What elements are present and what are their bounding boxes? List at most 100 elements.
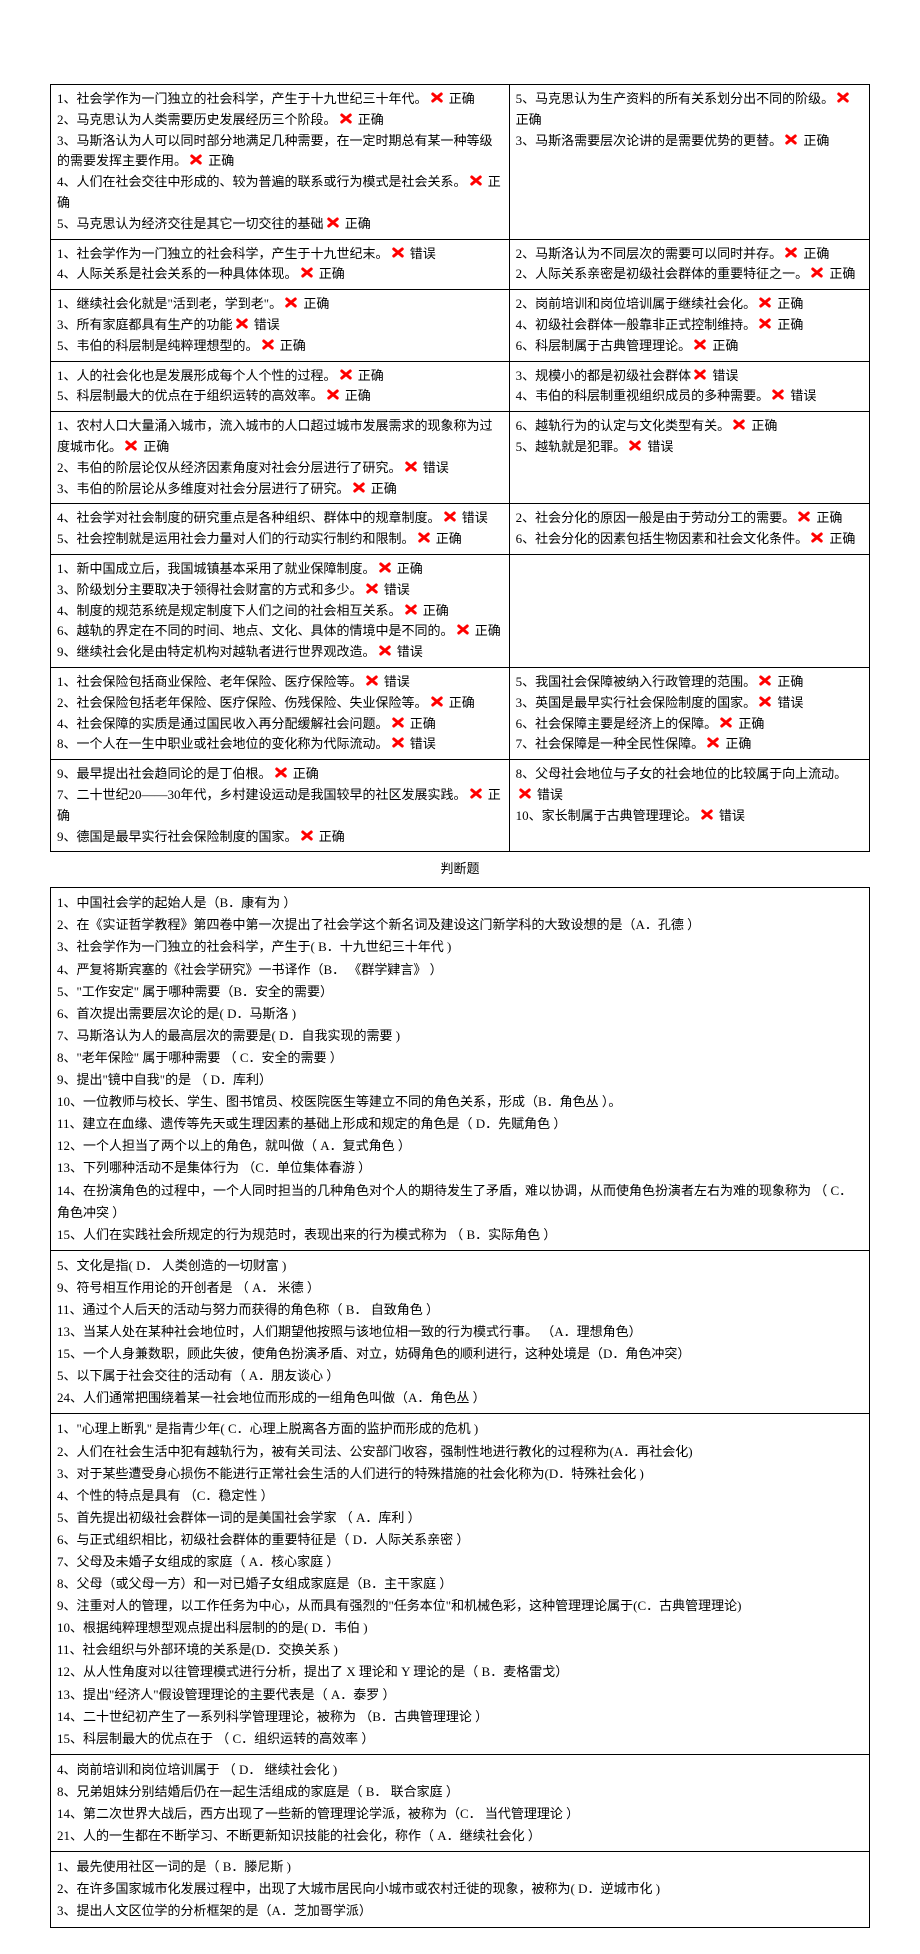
mark-x-icon <box>836 91 850 105</box>
mark-x-icon <box>274 766 288 780</box>
answer-text: 正确 <box>800 133 829 148</box>
mark-x-icon <box>469 174 483 188</box>
mark-x-icon <box>456 623 470 637</box>
judgement-line: 4、人们在社会交往中形成的、较为普遍的联系或行为模式是社会关系。 正确 <box>57 172 503 214</box>
answer-text: 正确 <box>800 246 829 261</box>
choice-line: 8、父母（或父母一方）和一对已婚子女组成家庭是（B．主干家庭 ） <box>57 1573 863 1595</box>
mark-x-icon <box>300 266 314 280</box>
judgement-line: 3、马斯洛需要层次论讲的是需要优势的更替。 正确 <box>516 131 863 152</box>
choice-line: 15、人们在实践社会所规定的行为规范时，表现出来的行为模式称为 （ B．实际角色… <box>57 1224 863 1246</box>
mark-x-icon <box>732 418 746 432</box>
choice-line: 1、"心理上断乳" 是指青少年( C．心理上脱离各方面的监护而形成的危机 ) <box>57 1418 863 1440</box>
judgement-line: 4、人际关系是社会关系的一种具体体现。 正确 <box>57 264 503 285</box>
mark-x-icon <box>261 338 275 352</box>
judgement-line: 6、越轨的界定在不同的时间、地点、文化、具体的情境中是不同的。 正确 <box>57 621 503 642</box>
mark-x-icon <box>758 674 772 688</box>
judgement-line: 1、人的社会化也是发展形成每个人个性的过程。 正确 <box>57 366 503 387</box>
judgement-line: 2、岗前培训和岗位培训属于继续社会化。 正确 <box>516 294 863 315</box>
choice-line: 5、首先提出初级社会群体一词的是美国社会学家 （ A．库利 ） <box>57 1507 863 1529</box>
choice-line: 5、文化是指( D． 人类创造的一切财富 ) <box>57 1255 863 1277</box>
mark-x-icon <box>430 695 444 709</box>
choice-line: 8、兄弟姐妹分别结婚后仍在一起生活组成的家庭是（ B． 联合家庭 ） <box>57 1781 863 1803</box>
mark-x-icon <box>124 439 138 453</box>
mark-x-icon <box>391 736 405 750</box>
judgement-line: 10、家长制属于古典管理理论。 错误 <box>516 806 863 827</box>
answer-text: 正确 <box>368 481 397 496</box>
mark-x-icon <box>391 716 405 730</box>
answer-text: 正确 <box>316 829 345 844</box>
choice-line: 11、社会组织与外部环境的关系是(D．交换关系 ) <box>57 1639 863 1661</box>
choice-line: 3、提出人文区位学的分析框架的是（A．芝加哥学派） <box>57 1900 863 1922</box>
judgement-line: 5、越轨就是犯罪。 错误 <box>516 437 863 458</box>
choice-line: 4、岗前培训和岗位培训属于 （ D． 继续社会化 ) <box>57 1759 863 1781</box>
judgement-line: 9、最早提出社会趋同论的是丁伯根。 正确 <box>57 764 503 785</box>
answer-text: 正确 <box>342 388 371 403</box>
judgement-line: 6、科层制属于古典管理理论。 正确 <box>516 336 863 357</box>
choice-line: 9、提出"镜中自我"的是 （ D．库利） <box>57 1069 863 1091</box>
mark-x-icon <box>339 112 353 126</box>
choice-line: 11、建立在血缘、遗传等先天或生理因素的基础上形成和规定的角色是（ D．先赋角色… <box>57 1113 863 1135</box>
choice-line: 14、在扮演角色的过程中，一个人同时担当的几种角色对个人的期待发生了矛盾，难以协… <box>57 1180 863 1224</box>
mark-x-icon <box>430 91 444 105</box>
answer-text: 正确 <box>277 338 306 353</box>
mark-x-icon <box>235 317 249 331</box>
judgement-line: 4、韦伯的科层制重视组织成员的多种需要。 错误 <box>516 386 863 407</box>
mark-x-icon <box>784 133 798 147</box>
answer-text: 正确 <box>394 561 423 576</box>
answer-text: 错误 <box>407 246 436 261</box>
multiple-choice-section: 1、中国社会学的起始人是（B．康有为 ）2、在《实证哲学教程》第四卷中第一次提出… <box>50 887 870 1927</box>
mark-x-icon <box>378 561 392 575</box>
choice-line: 2、在许多国家城市化发展过程中，出现了大城市居民向小城市或农村迁徙的现象，被称为… <box>57 1878 863 1900</box>
answer-text: 错误 <box>420 460 449 475</box>
answer-text: 正确 <box>735 716 764 731</box>
judgement-line: 1、农村人口大量涌入城市，流入城市的人口超过城市发展需求的现象称为过度城市化。 … <box>57 416 503 458</box>
true-false-section: 1、社会学作为一门独立的社会科学，产生于十九世纪三十年代。 正确2、马克思认为人… <box>50 84 870 852</box>
answer-text: 错误 <box>407 736 436 751</box>
choice-line: 2、人们在社会生活中犯有越轨行为，被有关司法、公安部门收容，强制性地进行教化的过… <box>57 1441 863 1463</box>
answer-text: 正确 <box>205 153 234 168</box>
mark-x-icon <box>784 246 798 260</box>
judgement-line: 4、社会学对社会制度的研究重点是各种组织、群体中的规章制度。 错误 <box>57 508 503 529</box>
choice-line: 24、人们通常把围绕着某一社会地位而形成的一组角色叫做（A．角色丛 ） <box>57 1387 863 1409</box>
judgement-line: 2、社会分化的原因一般是由于劳动分工的需要。 正确 <box>516 508 863 529</box>
mark-x-icon <box>758 296 772 310</box>
judgement-line: 4、社会保障的实质是通过国民收入再分配缓解社会问题。 正确 <box>57 714 503 735</box>
mark-x-icon <box>300 829 314 843</box>
mark-x-icon <box>797 510 811 524</box>
judgement-line: 6、社会分化的因素包括生物因素和社会文化条件。 正确 <box>516 529 863 550</box>
judgement-line: 5、我国社会保障被纳入行政管理的范围。 正确 <box>516 672 863 693</box>
mark-x-icon <box>693 338 707 352</box>
mark-x-icon <box>700 808 714 822</box>
choice-line: 10、一位教师与校长、学生、图书馆员、校医院医生等建立不同的角色关系，形成（B．… <box>57 1091 863 1113</box>
answer-text: 正确 <box>433 531 462 546</box>
judgement-line: 9、德国是最早实行社会保险制度的国家。 正确 <box>57 827 503 848</box>
answer-text: 错误 <box>381 674 410 689</box>
judgement-line: 3、韦伯的阶层论从多维度对社会分层进行了研究。 正确 <box>57 479 503 500</box>
answer-text: 正确 <box>355 368 384 383</box>
answer-text: 正确 <box>774 674 803 689</box>
answer-text: 正确 <box>446 91 475 106</box>
section-caption: 判断题 <box>50 858 870 877</box>
choice-line: 14、二十世纪初产生了一系列科学管理理论，被称为 （B．古典管理理论 ） <box>57 1706 863 1728</box>
mark-x-icon <box>378 644 392 658</box>
choice-line: 3、社会学作为一门独立的社会科学，产生于( B．十九世纪三十年代 ) <box>57 936 863 958</box>
mark-x-icon <box>352 481 366 495</box>
answer-text: 正确 <box>748 418 777 433</box>
answer-text: 错误 <box>774 695 803 710</box>
answer-text: 错误 <box>394 644 423 659</box>
answer-text: 错误 <box>716 808 745 823</box>
answer-text: 错误 <box>534 787 563 802</box>
answer-text: 正确 <box>300 296 329 311</box>
mark-x-icon <box>771 388 785 402</box>
judgement-line: 1、社会学作为一门独立的社会科学，产生于十九世纪三十年代。 正确 <box>57 89 503 110</box>
choice-line: 21、人的一生都在不断学习、不断更新知识技能的社会化，称作（ A．继续社会化 ） <box>57 1825 863 1847</box>
mark-x-icon <box>810 531 824 545</box>
answer-text: 错误 <box>787 388 816 403</box>
choice-line: 9、注重对人的管理，以工作任务为中心，从而具有强烈的"任务本位"和机械色彩，这种… <box>57 1595 863 1617</box>
judgement-line: 9、继续社会化是由特定机构对越轨者进行世界观改造。 错误 <box>57 642 503 663</box>
mark-x-icon <box>469 787 483 801</box>
choice-line: 10、根据纯粹理想型观点提出科层制的的是( D．韦伯 ) <box>57 1617 863 1639</box>
mark-x-icon <box>326 216 340 230</box>
judgement-line: 2、人际关系亲密是初级社会群体的重要特征之一。 正确 <box>516 264 863 285</box>
answer-text: 错误 <box>644 439 673 454</box>
